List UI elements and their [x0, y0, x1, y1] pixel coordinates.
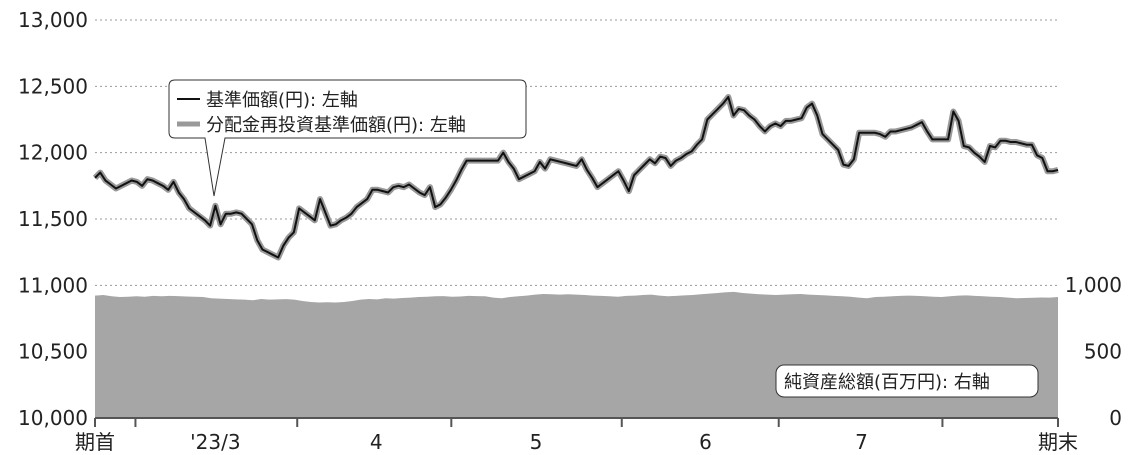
left-tick-label: 11,000 — [18, 273, 88, 297]
left-tick-label: 10,000 — [18, 406, 88, 430]
x-tick-label: 6 — [699, 430, 712, 454]
x-tick-label: 5 — [530, 430, 543, 454]
left-tick-label: 10,500 — [18, 340, 88, 364]
net-assets-label: 純資産総額(百万円): 右軸 — [784, 372, 990, 393]
right-tick-label: 500 — [1084, 340, 1122, 364]
left-tick-label: 12,000 — [18, 141, 88, 165]
left-tick-label: 13,000 — [18, 8, 88, 32]
legend: 基準価額(円): 左軸 分配金再投資基準価額(円): 左軸 — [168, 79, 527, 197]
right-tick-label: 1,000 — [1065, 273, 1122, 297]
left-axis: 10,000 10,500 11,000 11,500 12,000 12,500 13,0… — [18, 8, 88, 430]
legend-reinvested-label: 分配金再投資基準価額(円): 左軸 — [206, 115, 466, 136]
right-axis: 0 500 1,000 — [1065, 273, 1122, 430]
net-assets-label-frame — [775, 364, 1039, 398]
net-assets-label-box: 純資産総額(百万円): 右軸 — [775, 364, 1039, 398]
legend-nav-label: 基準価額(円): 左軸 — [206, 90, 358, 111]
x-tick-label: 期末 — [1038, 430, 1078, 454]
nav-line — [94, 95, 1059, 259]
x-axis: 期首 '23/3 4 5 6 7 期末 — [75, 417, 1078, 454]
right-tick-label: 0 — [1109, 406, 1122, 430]
x-tick-label: '23/3 — [190, 430, 240, 454]
legend-callout — [168, 79, 527, 197]
x-tick-label: 4 — [370, 430, 383, 454]
left-tick-label: 11,500 — [18, 207, 88, 231]
net-assets-area — [95, 291, 1058, 418]
x-tick-label: 7 — [855, 430, 868, 454]
x-tick-label: 期首 — [75, 430, 115, 454]
left-tick-label: 12,500 — [18, 74, 88, 98]
